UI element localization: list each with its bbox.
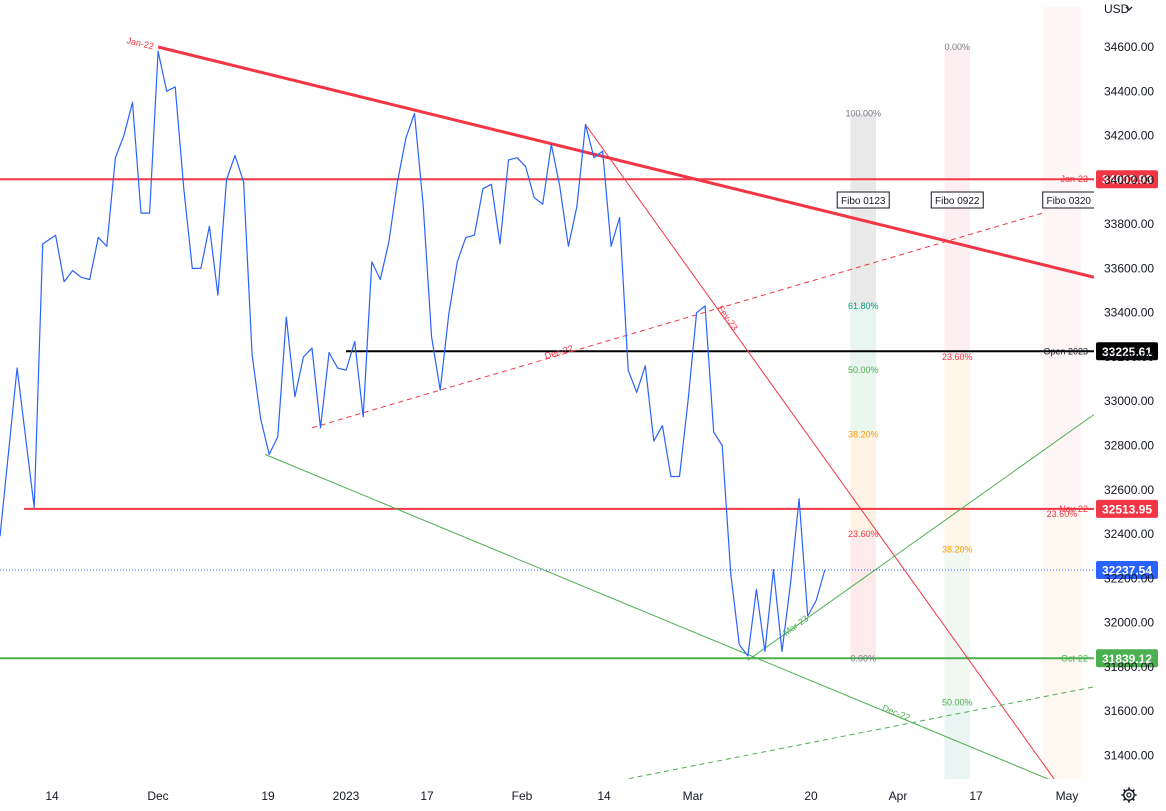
fib-band: [850, 370, 877, 435]
chevron-down-icon[interactable]: [1125, 6, 1133, 11]
fib-band: [850, 113, 877, 307]
fib-band: [944, 549, 971, 703]
price-axis-badge: [1096, 170, 1158, 189]
fib-level-label: 0.00%: [944, 42, 970, 52]
y-tick-label: 33000.00: [1104, 394, 1154, 408]
current-price-badge-value: 32237.54: [1102, 564, 1152, 578]
fib-band: [850, 306, 877, 371]
price-series-line: [0, 50, 826, 657]
y-tick-label: 32000.00: [1104, 616, 1154, 630]
y-tick-label: 33800.00: [1104, 217, 1154, 231]
x-tick-label: 14: [597, 789, 611, 803]
y-tick-label: 34000.00: [1104, 173, 1154, 187]
time-axis-panel: [0, 779, 1166, 811]
y-tick-label: 33200.00: [1104, 350, 1154, 364]
y-tick-label: 32200.00: [1104, 571, 1154, 585]
fib-level-label: 23.60%: [942, 352, 973, 362]
current-price-badge: [1096, 561, 1158, 580]
fib-name-label: Fibo 0320: [1046, 196, 1091, 207]
fib-level-label: 50.00%: [848, 365, 879, 375]
y-tick-label: 32800.00: [1104, 439, 1154, 453]
price-axis-badge-value: 31839.12: [1102, 652, 1152, 666]
fib-band: [1042, 514, 1082, 783]
x-tick-label: 2023: [333, 789, 360, 803]
fib-level-label: 23.60%: [848, 529, 879, 539]
fib-band: [850, 434, 877, 535]
fib-name-box: [930, 191, 984, 209]
trendline-label: Dec-22: [881, 703, 912, 723]
level-line-label: Oct-22: [1061, 653, 1088, 663]
y-tick-label: 34200.00: [1104, 129, 1154, 143]
trendline-label: Dec-22: [544, 343, 575, 361]
trendline: [157, 45, 1095, 279]
fib-level-label: 23.60%: [1047, 509, 1078, 519]
fib-name-label: Fibo 0123: [841, 196, 886, 207]
fib-band: [944, 356, 971, 550]
y-tick-label: 31600.00: [1104, 704, 1154, 718]
currency-selector[interactable]: USD: [1104, 2, 1130, 16]
fib-level-label: 38.20%: [942, 545, 973, 555]
x-tick-label: 20: [804, 789, 818, 803]
x-tick-label: 19: [261, 789, 275, 803]
fib-name-box: [836, 191, 890, 209]
x-tick-label: Apr: [889, 789, 908, 803]
level-line-label: Open 2023: [1043, 346, 1088, 356]
price-axis-badge-value: 32513.95: [1102, 502, 1152, 516]
price-axis-badge: [1096, 499, 1158, 518]
trendline-label: Fev-23: [715, 304, 739, 333]
x-tick-label: Mar: [683, 789, 704, 803]
fib-name-label: Fibo 0922: [935, 196, 980, 207]
y-tick-label: 31400.00: [1104, 748, 1154, 762]
y-tick-label: 34600.00: [1104, 40, 1154, 54]
y-tick-label: 31800.00: [1104, 660, 1154, 674]
fib-level-label: 50.00%: [942, 697, 973, 707]
y-tick-label: 32600.00: [1104, 483, 1154, 497]
fib-level-label: 100.00%: [845, 108, 881, 118]
trendline: [264, 453, 1056, 783]
x-tick-label: 17: [969, 789, 983, 803]
price-axis-badge-value: 34002.93: [1102, 173, 1152, 187]
trendline: [311, 212, 1043, 429]
x-tick-label: Feb: [512, 789, 533, 803]
price-axis-panel: [1094, 0, 1166, 811]
y-tick-label: 34400.00: [1104, 84, 1154, 98]
fib-level-label: 61.80%: [848, 301, 879, 311]
trendline: [585, 124, 1056, 782]
y-tick-label: 32400.00: [1104, 527, 1154, 541]
trendline: [611, 686, 1095, 783]
x-tick-label: 17: [420, 789, 434, 803]
y-tick-label: 33600.00: [1104, 261, 1154, 275]
x-tick-label: May: [1056, 789, 1079, 803]
price-axis-badge-value: 33225.61: [1102, 345, 1152, 359]
trendline-label: Jan-22: [126, 35, 155, 51]
level-line-label: Nov-22: [1059, 504, 1088, 514]
price-axis-badge: [1096, 649, 1158, 668]
fib-band: [850, 534, 877, 659]
price-axis-badge: [1096, 342, 1158, 361]
fib-level-label: 38.20%: [848, 429, 879, 439]
trendline: [747, 414, 1095, 661]
settings-gear-icon[interactable]: [1121, 787, 1137, 803]
trendline-label: Mar-23: [781, 613, 810, 638]
y-tick-label: 33400.00: [1104, 306, 1154, 320]
level-line-label: Jan-23: [1060, 174, 1088, 184]
fib-band: [1042, 7, 1082, 515]
x-tick-label: 14: [45, 789, 59, 803]
x-tick-label: Dec: [147, 789, 168, 803]
fib-level-label: 0.00%: [850, 653, 876, 663]
